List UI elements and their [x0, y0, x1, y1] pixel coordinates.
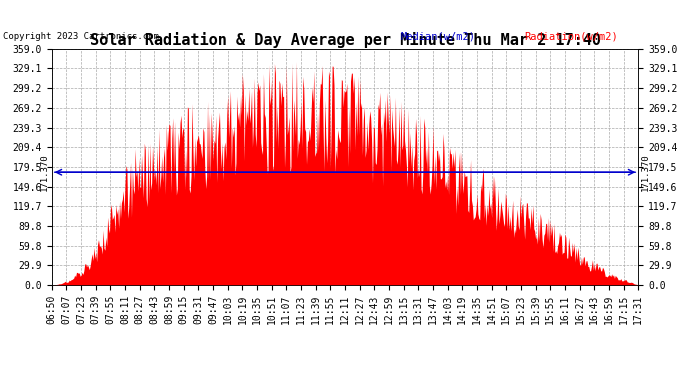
Text: Median(w/m2): Median(w/m2): [400, 32, 475, 41]
Text: 171.370: 171.370: [641, 153, 650, 191]
Text: Copyright 2023 Cartronics.com: Copyright 2023 Cartronics.com: [3, 32, 159, 41]
Text: 171.370: 171.370: [40, 153, 49, 191]
Text: Radiation(w/m2): Radiation(w/m2): [524, 32, 618, 41]
Title: Solar Radiation & Day Average per Minute Thu Mar 2 17:40: Solar Radiation & Day Average per Minute…: [90, 32, 600, 48]
